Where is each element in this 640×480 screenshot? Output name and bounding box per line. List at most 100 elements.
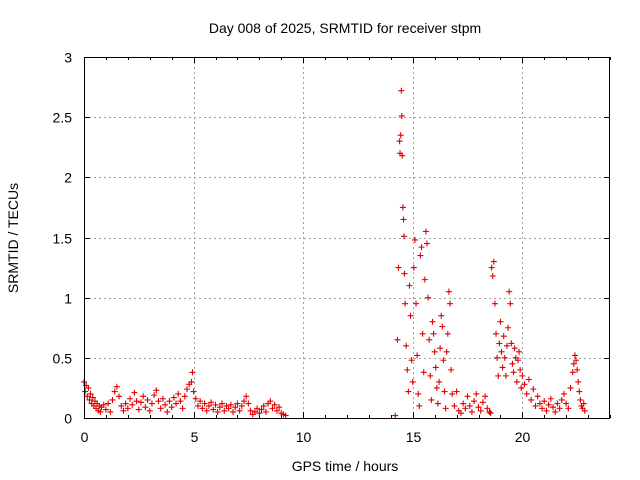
data-point [491,300,498,307]
data-point [262,408,269,415]
data-point [569,369,576,376]
data-point [153,387,160,394]
data-point [405,388,412,395]
data-point [414,352,421,359]
data-point [554,400,561,407]
data-point [418,244,425,251]
data-point [168,404,175,411]
chart-title: Day 008 of 2025, SRMTID for receiver stp… [209,20,481,36]
data-point [536,400,543,407]
data-point [89,394,96,401]
data-point [505,324,512,331]
data-point [86,396,93,403]
data-point [197,398,204,405]
data-point [170,394,177,401]
data-point [577,396,584,403]
data-point [267,398,274,405]
data-point [453,388,460,395]
data-point [398,87,405,94]
data-point [563,400,570,407]
data-point [525,376,532,383]
data-point [552,408,559,415]
data-point [576,388,583,395]
data-point [430,330,437,337]
data-point [550,404,557,411]
data-point [410,264,417,271]
data-point [488,264,495,271]
data-point [113,383,120,390]
data-point [406,282,413,289]
data-point [495,372,502,379]
data-point [545,401,552,408]
data-point [443,348,450,355]
y-tick-label: 1 [64,291,72,307]
data-point [425,294,432,301]
data-point [534,393,541,400]
data-point [479,399,486,406]
data-point [238,402,245,409]
data-point [560,390,567,397]
data-point [502,372,509,379]
data-point [282,412,289,419]
data-point [82,388,89,395]
data-point [475,404,482,411]
data-point [135,406,142,413]
data-point [489,273,496,280]
y-tick-label: 3 [64,50,72,66]
data-point [254,405,261,412]
data-point [547,395,554,402]
data-point [507,300,514,307]
data-point [473,390,480,397]
data-point [426,336,433,343]
data-point [201,400,208,407]
x-tick-label: 10 [296,429,312,445]
data-point [451,402,458,409]
data-point [214,408,221,415]
data-point [256,410,263,417]
data-point [245,400,252,407]
data-point [493,330,500,337]
data-point [482,393,489,400]
data-point [227,401,234,408]
data-point [232,404,239,411]
data-point [212,401,219,408]
data-point [124,405,131,412]
data-point [181,393,188,400]
data-point [225,405,232,412]
data-point [102,406,109,413]
data-point [258,406,265,413]
data-point [494,354,501,361]
data-point [97,408,104,415]
x-axis-label: GPS time / hours [292,458,399,474]
data-point [399,204,406,211]
data-point [523,390,530,397]
data-point [276,404,283,411]
data-point [148,400,155,407]
data-point [396,138,403,145]
data-point [87,390,94,397]
data-point [159,395,166,402]
data-point [432,364,439,371]
data-point [271,401,278,408]
data-point [407,312,414,319]
data-point [468,408,475,415]
data-point [219,400,226,407]
data-point [429,318,436,325]
data-point [137,399,144,406]
data-point [409,378,416,385]
data-point [521,381,528,388]
data-point [510,369,517,376]
x-tick-label: 5 [191,429,199,445]
data-point [439,323,446,330]
grid [84,57,610,418]
data-point [269,405,276,412]
data-point [508,340,515,347]
data-point [230,408,237,415]
data-point [516,348,523,355]
data-point [570,360,577,367]
data-point [251,408,258,415]
data-point [177,398,184,405]
data-point [466,402,473,409]
data-point [240,398,247,405]
data-point [421,276,428,283]
